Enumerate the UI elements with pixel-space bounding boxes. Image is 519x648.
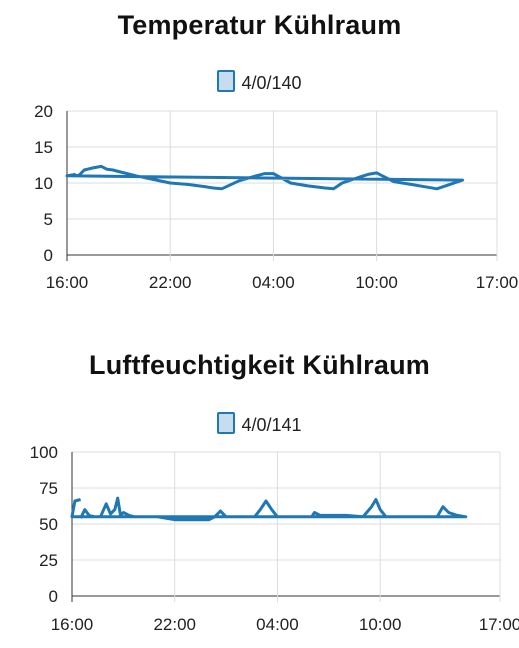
chart-legend[interactable]: 4/0/140 [0,70,519,94]
series-line[interactable] [65,164,465,191]
y-tick-label: 50 [39,515,58,534]
x-tick-label: 04:00 [256,615,299,634]
y-tick-label: 100 [30,443,58,462]
humidity-chart-panel: Luftfeuchtigkeit Kühlraum 4/0/141 0 25 50 7… [0,340,519,648]
y-tick-label: 0 [49,587,58,606]
legend-swatch-icon [217,70,236,92]
y-tick-label: 10 [34,174,53,193]
y-tick-label: 0 [44,246,53,265]
x-tick-label: 04:00 [252,273,295,292]
x-tick-label: 22:00 [153,615,196,634]
x-tick-label: 10:00 [355,273,398,292]
chart-legend[interactable]: 4/0/141 [0,412,519,436]
humidity-line-chart: 0 25 50 75 100 16:00 22:00 04:00 10:00 17:00 [30,443,519,634]
x-tick-label: 22:00 [149,273,192,292]
x-tick-label: 17:00 [476,273,519,292]
y-tick-label: 75 [39,479,58,498]
series-line[interactable] [70,496,468,522]
temperature-line-chart: 0 5 10 15 20 16:00 22:00 04:00 10:00 17:00 [34,102,519,292]
legend-label: 4/0/140 [241,73,302,93]
y-tick-label: 25 [39,551,58,570]
chart-title: Luftfeuchtigkeit Kühlraum [89,350,430,380]
legend-swatch-icon [217,412,236,434]
temperature-chart-panel: Temperatur Kühlraum 4/0/140 0 5 10 15 20 16:0… [0,0,519,320]
legend-label: 4/0/141 [241,415,302,435]
y-tick-label: 15 [34,138,53,157]
x-tick-label: 16:00 [51,615,94,634]
y-tick-label: 20 [34,102,53,121]
chart-title: Temperatur Kühlraum [117,10,402,40]
x-tick-label: 17:00 [479,615,519,634]
x-tick-label: 16:00 [46,273,89,292]
x-tick-label: 10:00 [359,615,402,634]
y-tick-label: 5 [44,210,53,229]
